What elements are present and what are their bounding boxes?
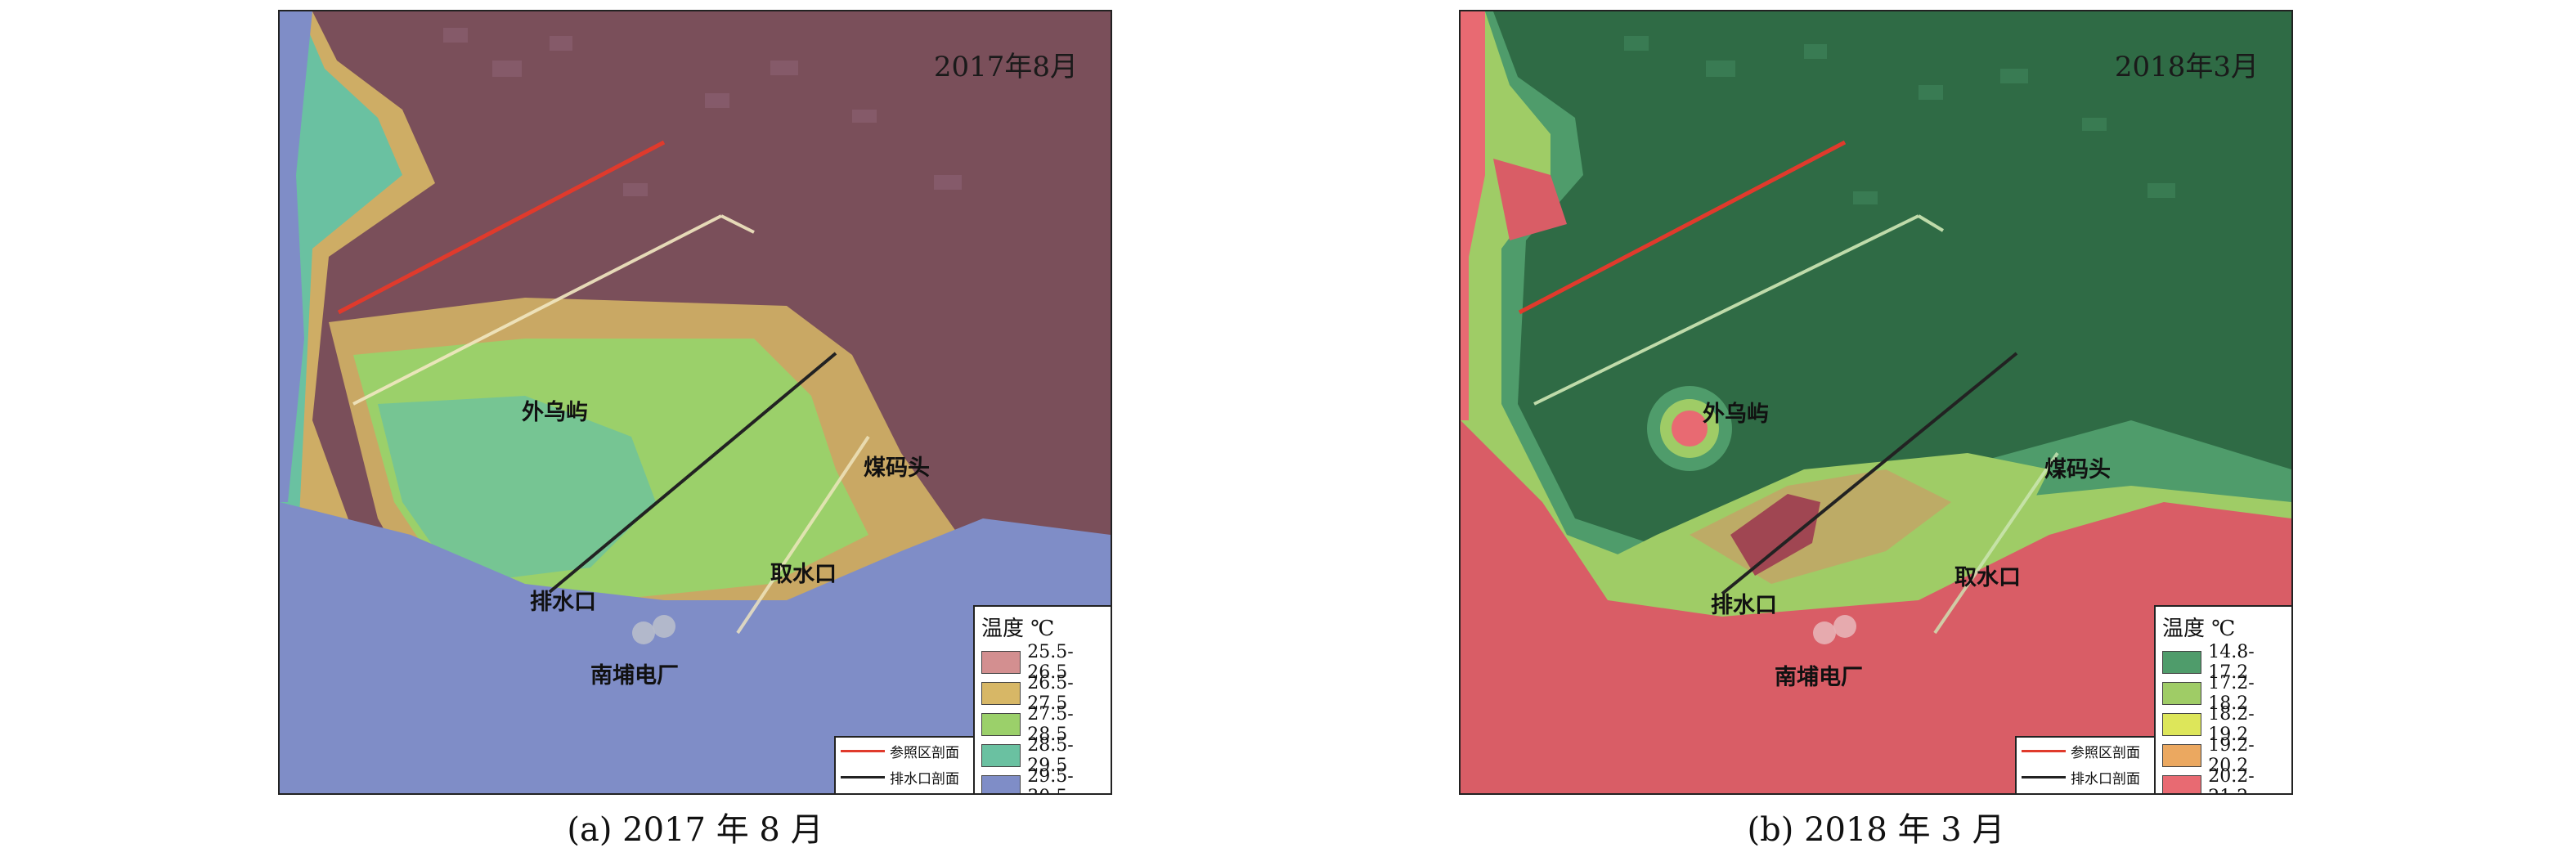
panel-caption: (b) 2018 年 3 月: [1747, 811, 2005, 849]
place-island: 外乌屿: [1703, 402, 1769, 427]
temperature-map-b: [1461, 11, 2291, 793]
place-outlet: 排水口: [1711, 593, 1777, 618]
panel-caption: (a) 2017 年 8 月: [567, 811, 824, 849]
legend-item: 25.5-26.5: [981, 642, 1104, 683]
legend-label: 14.8-17.2: [2208, 642, 2255, 683]
legend-swatch: [2162, 713, 2202, 736]
temperature-legend: 温度 ℃ 14.8-17.2 17.2-18.2 18.2-19.2 19.2-…: [2154, 605, 2291, 793]
legend-label: 17.2-18.2: [2208, 673, 2255, 714]
key-label: 参照区剖面: [2071, 744, 2140, 761]
legend-item: 19.2-20.2: [2162, 735, 2285, 776]
key-item: 参照区剖面: [836, 738, 973, 764]
place-outlet: 排水口: [530, 590, 596, 615]
legend-label: 29.5-30.5: [1027, 766, 1074, 793]
key-line: [841, 775, 885, 779]
map-frame-a: 2017年8月 外乌屿 煤码头 排水口 取水口 南埔电厂 温度 ℃ 25.5-2…: [278, 10, 1112, 795]
place-island: 外乌屿: [522, 400, 588, 425]
legend-swatch: [2162, 651, 2202, 674]
legend-item: 28.5-29.5: [981, 735, 1104, 776]
place-pier: 煤码头: [864, 455, 930, 481]
place-intake: 取水口: [770, 562, 837, 587]
place-plant: 南埔电厂: [590, 663, 679, 689]
legend-swatch: [981, 744, 1021, 767]
legend-label: 20.2-21.2: [2208, 766, 2255, 793]
temperature-legend: 温度 ℃ 25.5-26.5 26.5-27.5 27.5-28.5 28.5-…: [973, 605, 1111, 793]
map-date-label: 2018年3月: [2114, 51, 2259, 83]
legend-item: 26.5-27.5: [981, 673, 1104, 714]
legend-swatch: [981, 682, 1021, 705]
key-item: 排水口剖面: [2017, 764, 2154, 790]
profile-line-key: 参照区剖面 排水口剖面: [834, 736, 973, 793]
map-date-label: 2017年8月: [933, 51, 1078, 83]
legend-item: 27.5-28.5: [981, 704, 1104, 745]
key-line: [841, 749, 885, 752]
legend-item: 20.2-21.2: [2162, 766, 2285, 793]
legend-swatch: [2162, 775, 2202, 793]
key-line: [2022, 749, 2066, 752]
key-line: [2022, 775, 2066, 779]
legend-item: 14.8-17.2: [2162, 642, 2285, 683]
legend-label: 26.5-27.5: [1027, 673, 1074, 714]
profile-line-key: 参照区剖面 排水口剖面: [2015, 736, 2154, 793]
key-item: 参照区剖面: [2017, 738, 2154, 764]
place-pier: 煤码头: [2044, 457, 2111, 482]
legend-label: 18.2-19.2: [2208, 704, 2255, 745]
legend-title: 温度 ℃: [2162, 617, 2236, 641]
legend-item: 17.2-18.2: [2162, 673, 2285, 714]
legend-label: 27.5-28.5: [1027, 704, 1074, 745]
key-label: 排水口剖面: [2071, 770, 2140, 787]
legend-item: 18.2-19.2: [2162, 704, 2285, 745]
legend-swatch: [981, 713, 1021, 736]
place-intake: 取水口: [1954, 565, 2021, 590]
panel-a: 2017年8月 外乌屿 煤码头 排水口 取水口 南埔电厂 温度 ℃ 25.5-2…: [278, 0, 1115, 866]
place-plant: 南埔电厂: [1775, 665, 1863, 690]
legend-swatch: [981, 651, 1021, 674]
legend-swatch: [981, 775, 1021, 793]
legend-label: 28.5-29.5: [1027, 735, 1074, 776]
legend-swatch: [2162, 744, 2202, 767]
legend-label: 19.2-20.2: [2208, 735, 2255, 776]
legend-swatch: [2162, 682, 2202, 705]
legend-title: 温度 ℃: [981, 617, 1055, 641]
temperature-map-a: [280, 11, 1111, 793]
legend-label: 25.5-26.5: [1027, 642, 1074, 683]
panel-b: 2018年3月 外乌屿 煤码头 排水口 取水口 南埔电厂 温度 ℃ 14.8-1…: [1459, 0, 2296, 866]
key-label: 参照区剖面: [890, 744, 959, 761]
legend-item: 29.5-30.5: [981, 766, 1104, 793]
map-frame-b: 2018年3月 外乌屿 煤码头 排水口 取水口 南埔电厂 温度 ℃ 14.8-1…: [1459, 10, 2293, 795]
key-label: 排水口剖面: [890, 770, 959, 787]
key-item: 排水口剖面: [836, 764, 973, 790]
